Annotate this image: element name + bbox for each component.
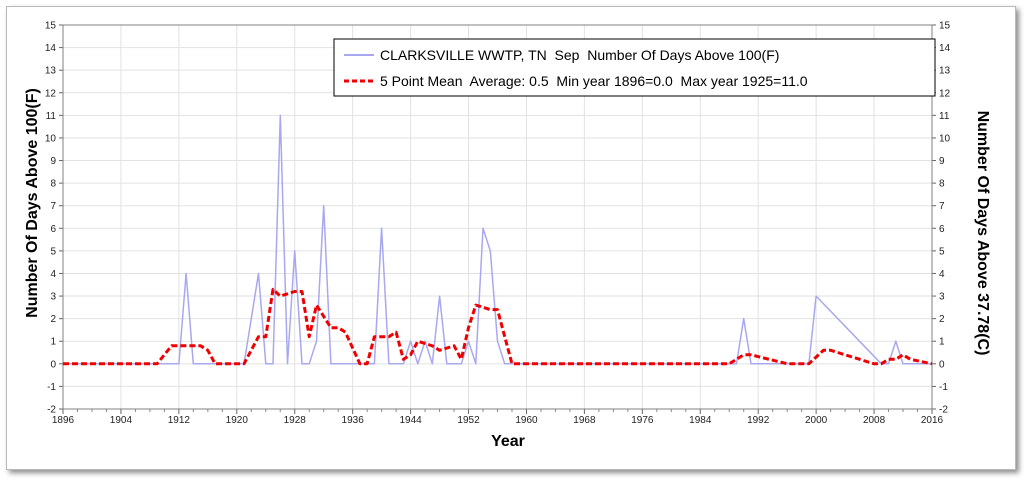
y-tick-label-right: 11: [939, 111, 950, 122]
x-tick-label: 1896: [52, 415, 75, 426]
y-tick-label-left: 5: [50, 246, 56, 257]
y-tick-label-left: 4: [50, 269, 56, 280]
x-tick-label: 2008: [863, 415, 886, 426]
x-tick-label: 1936: [342, 415, 365, 426]
y-tick-label-right: 5: [939, 246, 945, 257]
y-tick-label-left: 9: [50, 156, 56, 167]
y-tick-label-right: 0: [939, 359, 945, 370]
y-tick-label-right: 3: [939, 292, 945, 303]
series-line-5pt-mean: [63, 287, 933, 366]
y-tick-label-right: 4: [939, 269, 945, 280]
x-tick-label: 1928: [284, 415, 307, 426]
x-tick-label: 1944: [399, 415, 422, 426]
y-tick-label-left: 11: [46, 111, 57, 122]
y-tick-label-right: 9: [939, 156, 945, 167]
legend-label-mean: 5 Point Mean Average: 0.5 Min year 1896=…: [380, 73, 808, 89]
y-tick-label-right: 13: [939, 66, 951, 77]
series-layer: [63, 114, 933, 366]
y-tick-label-left: 3: [50, 292, 56, 303]
y-tick-label-left: -1: [47, 382, 56, 393]
y-tick-label-left: 0: [50, 359, 56, 370]
y-tick-label-right: 10: [939, 133, 951, 144]
y-tick-label-right: 14: [939, 43, 951, 54]
y-axis-title-right: Number Of Days Above 37.78(C): [974, 111, 991, 356]
y-tick-label-right: 8: [939, 179, 945, 190]
plot-border: [62, 24, 933, 410]
y-tick-label-left: 8: [50, 179, 56, 190]
y-tick-label-left: 2: [50, 314, 56, 325]
x-tick-label: 2016: [921, 415, 944, 426]
y-tick-label-left: 7: [50, 201, 56, 212]
y-tick-label-right: 12: [939, 88, 951, 99]
legend-box: [333, 38, 936, 97]
x-tick-label: 1968: [573, 415, 596, 426]
x-tick-label: 1984: [689, 415, 712, 426]
y-tick-label-right: -1: [939, 382, 948, 393]
x-tick-label: 2000: [805, 415, 828, 426]
y-tick-label-left: 10: [45, 133, 57, 144]
y-tick-label-right: -2: [939, 405, 948, 416]
y-tick-label-right: 7: [939, 201, 945, 212]
legend: CLARKSVILLE WWTP, TN Sep Number Of Days …: [333, 38, 936, 97]
y-tick-label-left: 15: [45, 21, 57, 32]
y-tick-label-right: 15: [939, 21, 951, 32]
chart-frame: -2 -2 -1 -1 0 0 1 1 2 2 3 3 4 4 5 5 6 6 7 7 8 8 9 9 10 10 11 11 12 12…: [6, 6, 1016, 470]
x-tick-label: 1960: [515, 415, 538, 426]
y-tick-label-right: 6: [939, 224, 945, 235]
y-tick-label-left: 14: [45, 43, 57, 54]
y-tick-label-left: 13: [45, 66, 57, 77]
x-tick-label: 1952: [457, 415, 480, 426]
y-tick-label-right: 2: [939, 314, 945, 325]
x-tick-label: 1992: [747, 415, 770, 426]
x-tick-label: 1920: [226, 415, 249, 426]
y-tick-label-left: 6: [50, 224, 56, 235]
y-tick-label-left: 12: [45, 88, 57, 99]
legend-label-observed: CLARKSVILLE WWTP, TN Sep Number Of Days …: [380, 47, 779, 63]
x-tick-label: 1912: [168, 415, 191, 426]
plot-axes: [59, 24, 936, 414]
y-tick-label-left: -2: [47, 405, 56, 416]
y-axis-title-left: Number Of Days Above 100(F): [24, 88, 41, 318]
x-axis-title: Year: [491, 433, 525, 450]
x-tick-label: 1976: [631, 415, 654, 426]
y-tick-label-left: 1: [50, 337, 56, 348]
y-tick-label-right: 1: [939, 337, 945, 348]
x-tick-label: 1904: [110, 415, 133, 426]
